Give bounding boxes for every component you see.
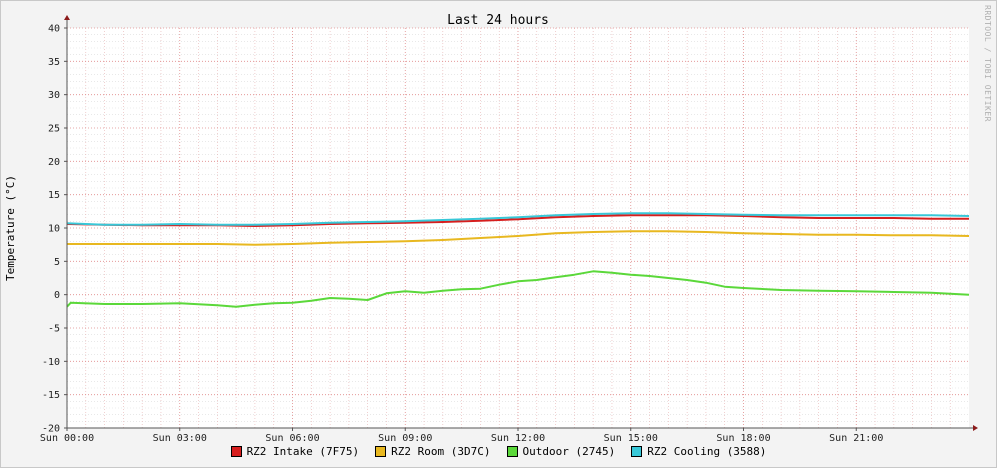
chart-title: Last 24 hours: [447, 13, 549, 28]
x-tick-label: Sun 15:00: [604, 433, 658, 444]
series-line-3: [66, 212, 970, 226]
x-tick-label: Sun 09:00: [378, 433, 432, 444]
y-tick-label: 40: [48, 24, 60, 35]
series-group: [66, 212, 970, 308]
x-tick-label: Sun 18:00: [716, 433, 770, 444]
y-tick-label: 20: [48, 157, 60, 168]
y-tick-label: -5: [48, 324, 60, 335]
y-tick-label: 15: [48, 190, 60, 201]
grid: [66, 27, 969, 429]
axes: [64, 15, 978, 431]
legend-label: RZ2 Intake (7F75): [246, 445, 360, 458]
y-tick-label: 10: [48, 224, 60, 235]
legend-item: RZ2 Intake (7F75): [230, 445, 360, 458]
y-tick-label: 5: [54, 257, 60, 268]
legend-item: Outdoor (2745): [506, 445, 616, 458]
y-tick-label: 30: [48, 90, 60, 101]
x-tick-label: Sun 00:00: [40, 433, 94, 444]
x-axis-arrow: [973, 425, 978, 431]
y-tick-label: 0: [54, 290, 60, 301]
legend-swatch: [506, 446, 518, 457]
y-tick-label: -10: [42, 357, 60, 368]
x-tick-label: Sun 12:00: [491, 433, 545, 444]
legend: RZ2 Intake (7F75) RZ2 Room (3D7C) Outdoor …: [0, 445, 997, 458]
tick-labels: -20 -15 -10 -5 0 5 10 15 20 25 30 35 40 Sun 00:00 Sun …: [40, 24, 883, 445]
series-line-1: [67, 230, 970, 246]
legend-swatch: [230, 446, 242, 457]
legend-label: RZ2 Cooling (3588): [647, 445, 767, 458]
y-tick-label: 35: [48, 57, 60, 68]
y-axis-label: Temperature (°C): [4, 175, 17, 281]
legend-swatch: [631, 446, 643, 457]
legend-label: Outdoor (2745): [522, 445, 616, 458]
y-axis-arrow: [64, 15, 70, 20]
series-line-2: [66, 270, 970, 308]
legend-label: RZ2 Room (3D7C): [391, 445, 491, 458]
legend-item: RZ2 Room (3D7C): [375, 445, 491, 458]
x-tick-label: Sun 06:00: [265, 433, 319, 444]
legend-item: RZ2 Cooling (3588): [631, 445, 766, 458]
y-tick-label: -15: [42, 390, 60, 401]
y-tick-label: -20: [42, 424, 60, 435]
x-tick-label: Sun 21:00: [829, 433, 883, 444]
legend-swatch: [375, 446, 387, 457]
y-tick-label: 25: [48, 124, 60, 135]
x-tick-label: Sun 03:00: [153, 433, 207, 444]
watermark: RRDTOOL / TOBI OETIKER: [983, 5, 992, 122]
